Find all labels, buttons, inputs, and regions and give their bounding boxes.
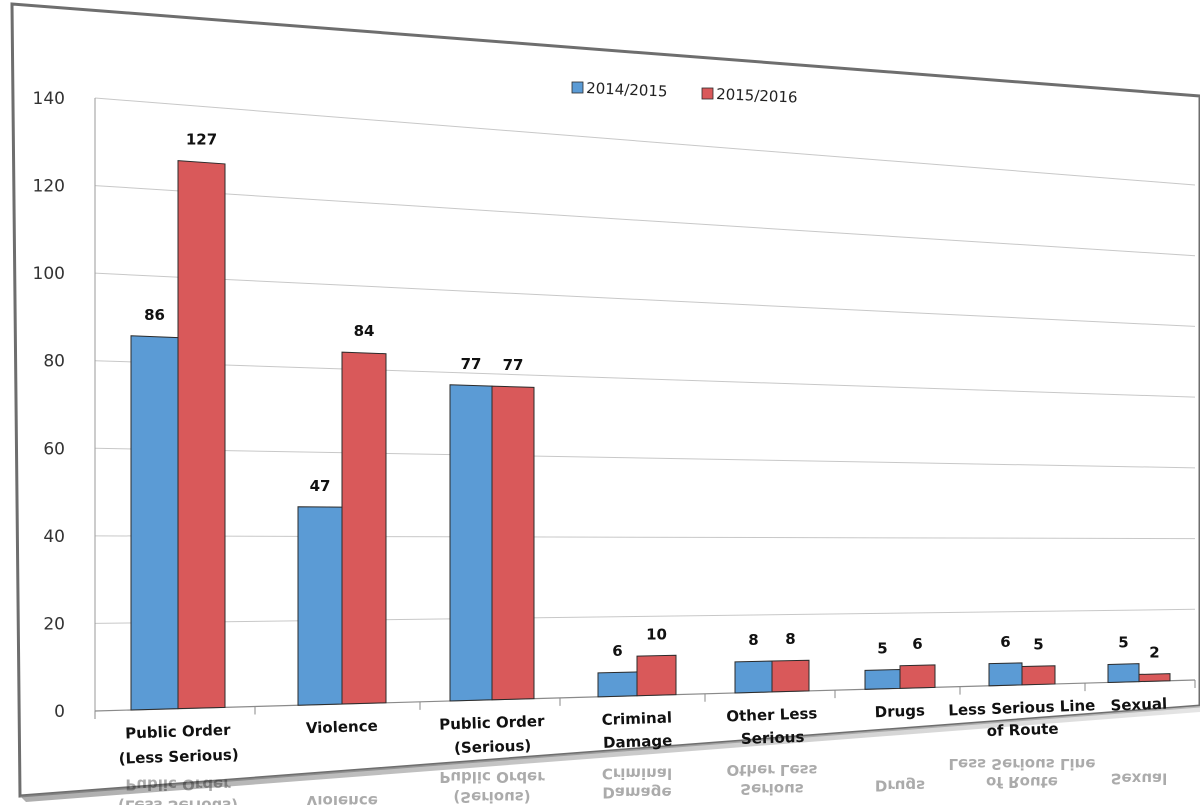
bar [449, 384, 493, 702]
gridline [94, 185, 1196, 257]
bar [177, 160, 226, 710]
x-tick-label-reflection: (Less Serious)Public Order [118, 776, 238, 805]
data-label: 127 [186, 131, 217, 149]
bar [636, 654, 677, 697]
x-tick-label: Public Order(Serious) [439, 712, 546, 758]
x-tick-label: Public Order(Less Serious) [118, 721, 239, 768]
data-label: 10 [646, 625, 667, 643]
y-tick-label: 100 [33, 264, 65, 284]
data-label: 5 [1118, 634, 1128, 652]
x-tick-label-reflection: of RouteLess Serious Line [948, 755, 1095, 791]
bar [297, 506, 343, 706]
bar [864, 668, 901, 690]
data-label: 8 [748, 631, 758, 649]
y-tick-label: 60 [43, 439, 65, 459]
gridline [94, 97, 1196, 186]
data-label: 47 [310, 477, 331, 495]
data-label: 6 [912, 635, 922, 653]
gridline [94, 360, 1196, 398]
x-tick-label-reflection: Sexual [1111, 770, 1168, 788]
data-label: 84 [354, 322, 375, 340]
bar [597, 671, 638, 698]
legend: 2014/2015 2015/2016 [571, 79, 798, 107]
data-label: 5 [877, 640, 887, 658]
data-label: 86 [144, 306, 165, 324]
legend-entry: 2015/2016 [716, 85, 798, 107]
x-tick-label: Violence [306, 717, 378, 737]
y-tick-label: 0 [54, 702, 65, 722]
bar [130, 335, 179, 711]
x-tick-label: Drugs [874, 701, 925, 721]
data-label: 8 [785, 630, 795, 648]
x-tick-label: CriminalDamage [601, 709, 673, 752]
x-tick-label-reflection: Violence [306, 792, 378, 805]
gridline [94, 608, 1196, 624]
legend-entry: 2014/2015 [586, 79, 668, 101]
data-label: 77 [461, 355, 482, 373]
data-label: 77 [503, 356, 524, 374]
gridline [94, 535, 1196, 540]
legend-swatch [701, 87, 714, 100]
legend-swatch [571, 81, 584, 94]
gridline [94, 272, 1196, 327]
x-tick-label-reflection: (Serious)Public Order [439, 768, 545, 805]
bar [1138, 673, 1171, 683]
x-tick-label: Less Serious Lineof Route [948, 696, 1096, 741]
bar [341, 351, 387, 705]
bar [1107, 663, 1140, 683]
x-tick-label-reflection: DamageCriminal [602, 765, 672, 802]
category-reflection: (Less Serious)Public Order Violence (Serio… [118, 755, 1167, 805]
y-tick-label: 20 [43, 614, 65, 634]
data-label: 6 [612, 642, 622, 660]
x-tick-label: Sexual [1110, 695, 1167, 715]
bar [491, 385, 535, 701]
y-tick-label: 120 [33, 177, 65, 197]
bar [771, 659, 810, 693]
bar [899, 664, 936, 689]
x-tick-label-reflection: SeriousOther Less [727, 761, 818, 798]
data-label: 6 [1000, 633, 1010, 651]
gridline [94, 447, 1196, 469]
chart-frame-shadow [20, 706, 1200, 802]
x-tick-label-reflection: Drugs [875, 776, 925, 794]
y-tick-label: 140 [33, 89, 65, 109]
bar [988, 662, 1023, 687]
bar [1021, 665, 1056, 686]
y-tick-label: 80 [43, 352, 65, 372]
y-tick-label: 40 [43, 527, 65, 547]
data-label: 5 [1033, 636, 1043, 654]
bar [734, 660, 773, 694]
x-tick-label: Other LessSerious [726, 704, 818, 748]
data-label: 2 [1149, 644, 1159, 662]
